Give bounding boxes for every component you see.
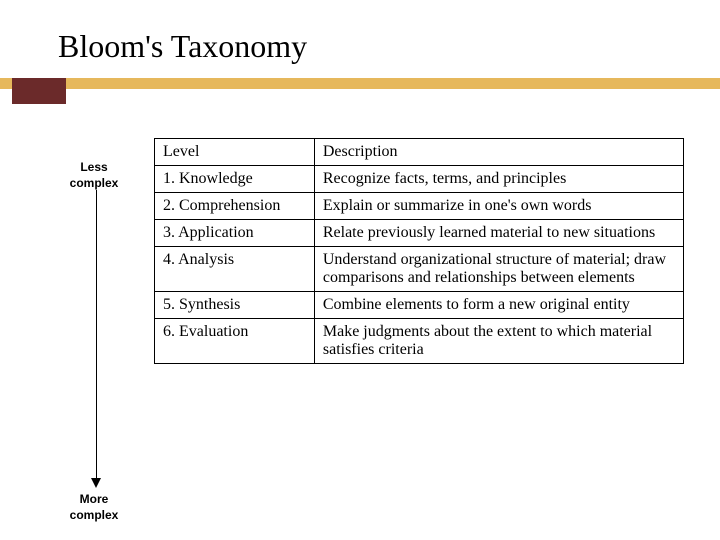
complexity-arrow-line (96, 190, 97, 480)
more-complex-label: More complex (64, 492, 124, 523)
cell-level: 5. Synthesis (155, 292, 315, 319)
more-label-line1: More (80, 492, 109, 506)
more-label-line2: complex (70, 508, 119, 522)
cell-description: Understand organizational structure of m… (314, 247, 683, 292)
accent-block (12, 78, 66, 104)
cell-description: Explain or summarize in one's own words (314, 193, 683, 220)
table-header-row: Level Description (155, 139, 684, 166)
header-description: Description (314, 139, 683, 166)
less-label-line1: Less (80, 160, 107, 174)
complexity-arrow-head-icon (91, 478, 101, 488)
header-level: Level (155, 139, 315, 166)
table-row: 3. Application Relate previously learned… (155, 220, 684, 247)
table-row: 5. Synthesis Combine elements to form a … (155, 292, 684, 319)
cell-level: 3. Application (155, 220, 315, 247)
cell-description: Combine elements to form a new original … (314, 292, 683, 319)
page-title: Bloom's Taxonomy (58, 28, 307, 65)
table-row: 1. Knowledge Recognize facts, terms, and… (155, 166, 684, 193)
accent-bar (0, 78, 720, 89)
table-row: 6. Evaluation Make judgments about the e… (155, 319, 684, 364)
cell-description: Make judgments about the extent to which… (314, 319, 683, 364)
taxonomy-table: Level Description 1. Knowledge Recognize… (154, 138, 684, 364)
table-row: 4. Analysis Understand organizational st… (155, 247, 684, 292)
less-complex-label: Less complex (64, 160, 124, 191)
cell-level: 4. Analysis (155, 247, 315, 292)
table-row: 2. Comprehension Explain or summarize in… (155, 193, 684, 220)
cell-level: 1. Knowledge (155, 166, 315, 193)
less-label-line2: complex (70, 176, 119, 190)
cell-level: 6. Evaluation (155, 319, 315, 364)
cell-description: Recognize facts, terms, and principles (314, 166, 683, 193)
cell-description: Relate previously learned material to ne… (314, 220, 683, 247)
cell-level: 2. Comprehension (155, 193, 315, 220)
